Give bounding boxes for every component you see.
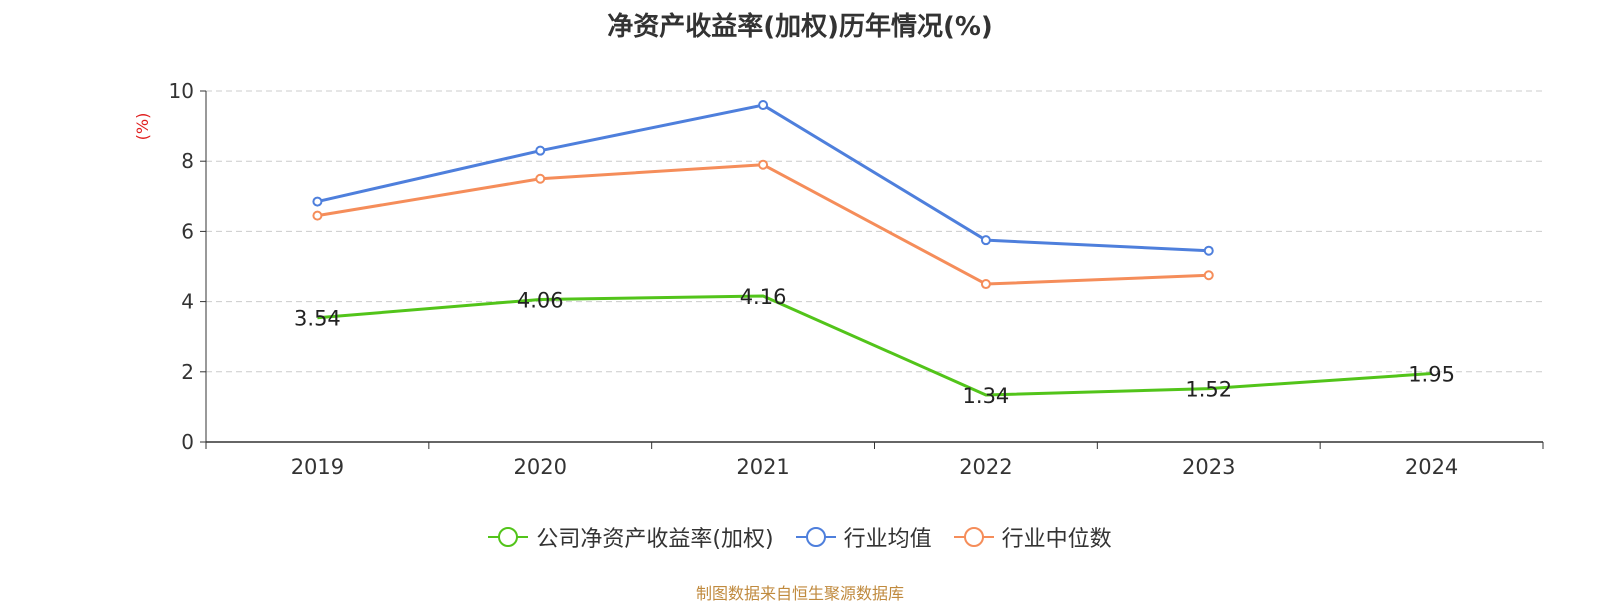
data-point bbox=[1203, 270, 1214, 281]
legend-label-company: 公司净资产收益率(加权) bbox=[536, 527, 774, 552]
data-point bbox=[980, 235, 991, 246]
data-point bbox=[312, 210, 323, 221]
data-label: 1.34 bbox=[963, 384, 1010, 408]
data-label: 4.06 bbox=[517, 288, 564, 312]
data-label: 3.54 bbox=[294, 307, 341, 331]
source-note: 制图数据来自恒生聚源数据库 bbox=[695, 584, 904, 603]
data-point bbox=[758, 100, 769, 111]
series-line bbox=[317, 103, 1209, 253]
x-tick-label: 2021 bbox=[736, 455, 789, 479]
legend-item-industry-mean[interactable]: 行业均值 bbox=[795, 521, 932, 553]
data-point bbox=[535, 173, 546, 184]
data-point bbox=[1203, 245, 1214, 256]
data-label: 1.95 bbox=[1408, 363, 1455, 387]
chart-title: 净资产收益率(加权)历年情况(%) bbox=[607, 12, 993, 42]
data-label: 4.16 bbox=[740, 285, 787, 309]
data-label: 1.52 bbox=[1185, 378, 1232, 402]
x-tick-label: 2022 bbox=[959, 455, 1012, 479]
y-tick-label: 2 bbox=[181, 360, 194, 384]
x-tick-label: 2024 bbox=[1405, 455, 1458, 479]
legend-label-industry-median: 行业中位数 bbox=[1001, 527, 1112, 552]
legend-marker-industry-mean bbox=[795, 527, 836, 547]
y-tick-label: 8 bbox=[181, 149, 194, 173]
y-tick-label: 4 bbox=[181, 290, 194, 314]
data-point bbox=[535, 145, 546, 156]
series-line bbox=[317, 163, 1209, 286]
legend: 公司净资产收益率(加权) 行业均值 行业中位数 bbox=[0, 521, 1600, 553]
x-tick-label: 2020 bbox=[514, 455, 567, 479]
data-point bbox=[980, 279, 991, 290]
y-tick-label: 0 bbox=[181, 430, 194, 454]
legend-item-industry-median[interactable]: 行业中位数 bbox=[953, 521, 1112, 553]
y-tick-label: 10 bbox=[169, 79, 194, 103]
y-axis-label: (%) bbox=[133, 113, 152, 141]
series-line bbox=[317, 294, 1432, 397]
legend-label-industry-mean: 行业均值 bbox=[843, 527, 932, 552]
x-tick-label: 2019 bbox=[291, 455, 344, 479]
y-tick-label: 6 bbox=[181, 219, 194, 243]
legend-marker-industry-median bbox=[953, 527, 994, 547]
data-point bbox=[758, 159, 769, 170]
legend-item-company[interactable]: 公司净资产收益率(加权) bbox=[488, 521, 774, 553]
x-tick-label: 2023 bbox=[1182, 455, 1235, 479]
legend-marker-company bbox=[488, 527, 529, 547]
data-point bbox=[312, 196, 323, 207]
